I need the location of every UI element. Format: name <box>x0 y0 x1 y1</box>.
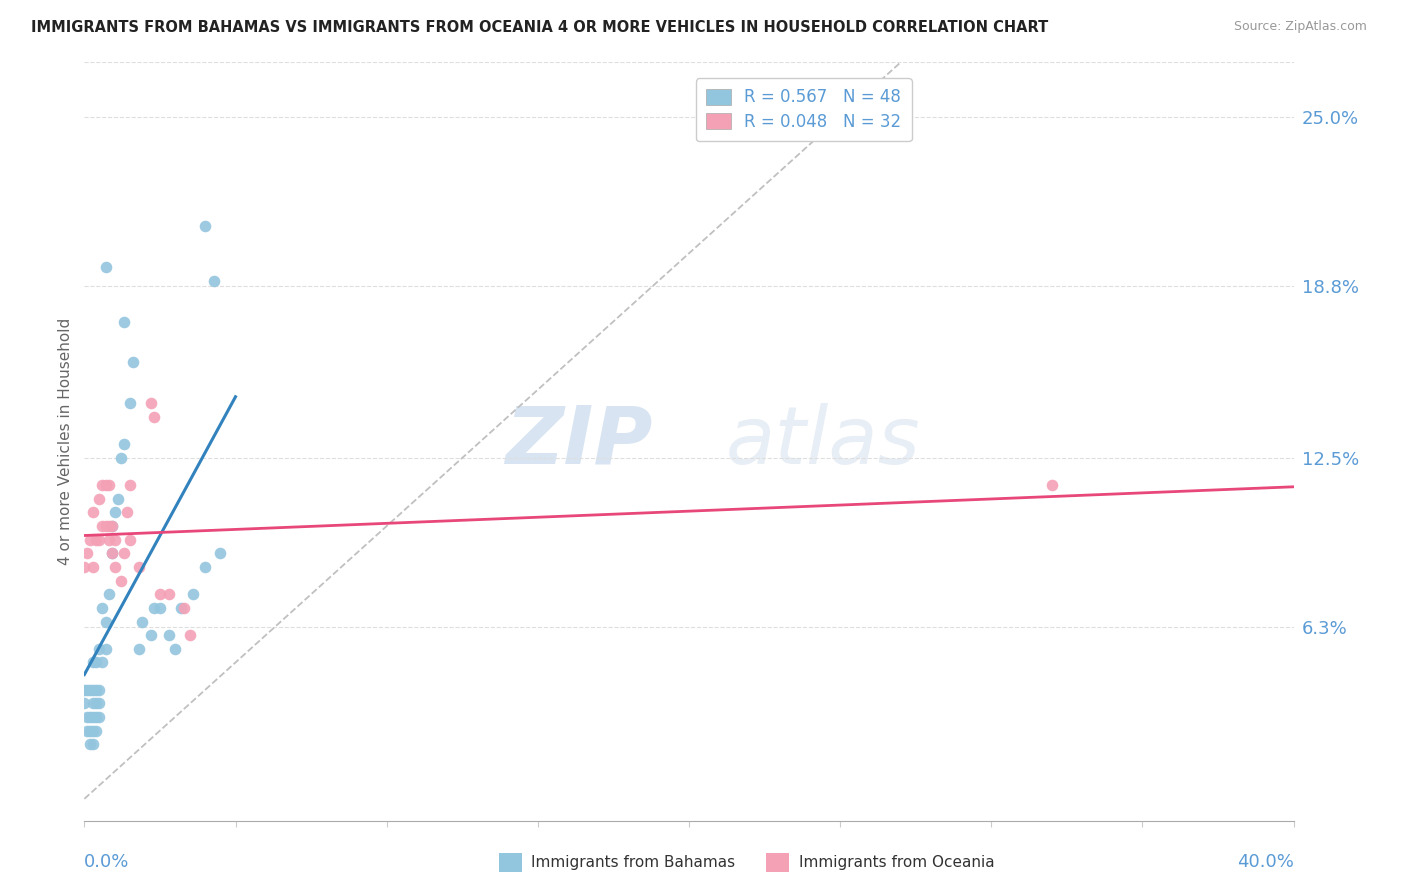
Point <box>91 519 114 533</box>
Point <box>157 587 180 601</box>
Point <box>79 710 101 724</box>
Point <box>112 546 135 560</box>
Point <box>165 641 187 656</box>
Text: atlas: atlas <box>725 402 920 481</box>
Point <box>100 519 122 533</box>
Point <box>181 587 204 601</box>
Point <box>86 656 108 670</box>
Point <box>118 533 141 547</box>
Point <box>86 682 108 697</box>
Point <box>91 478 114 492</box>
Point <box>82 560 104 574</box>
Point <box>118 478 141 492</box>
Point <box>97 519 120 533</box>
Text: Immigrants from Oceania: Immigrants from Oceania <box>799 855 994 870</box>
Point <box>76 723 98 738</box>
Point <box>79 723 101 738</box>
Point <box>94 260 117 274</box>
Text: Source: ZipAtlas.com: Source: ZipAtlas.com <box>1233 20 1367 33</box>
Legend: R = 0.567   N = 48, R = 0.048   N = 32: R = 0.567 N = 48, R = 0.048 N = 32 <box>696 78 911 141</box>
Point <box>112 314 135 328</box>
Point <box>89 682 111 697</box>
Point <box>104 533 127 547</box>
Point <box>104 505 127 519</box>
Point <box>89 710 111 724</box>
Point <box>76 710 98 724</box>
Point <box>79 737 101 751</box>
Point <box>89 697 111 711</box>
Point <box>82 505 104 519</box>
Point <box>76 682 98 697</box>
Point <box>173 601 195 615</box>
Point <box>86 710 108 724</box>
Point <box>94 519 117 533</box>
Point <box>121 355 143 369</box>
Text: Immigrants from Bahamas: Immigrants from Bahamas <box>531 855 735 870</box>
Text: 40.0%: 40.0% <box>1237 854 1294 871</box>
Point <box>79 682 101 697</box>
Point <box>82 710 104 724</box>
Point <box>97 587 120 601</box>
Point <box>142 409 165 424</box>
Point <box>73 697 96 711</box>
Point <box>82 697 104 711</box>
Point <box>89 533 111 547</box>
Point <box>110 574 132 588</box>
Point <box>142 601 165 615</box>
Point <box>86 723 108 738</box>
Point <box>179 628 201 642</box>
Point <box>139 396 162 410</box>
Point <box>115 505 138 519</box>
Point <box>100 546 122 560</box>
Point <box>73 560 96 574</box>
Point <box>82 737 104 751</box>
Point <box>194 560 217 574</box>
Point <box>82 656 104 670</box>
Point <box>149 587 172 601</box>
Point <box>86 533 108 547</box>
Point <box>149 601 172 615</box>
Text: 0.0%: 0.0% <box>84 854 129 871</box>
Point <box>76 546 98 560</box>
Point <box>128 560 150 574</box>
Point <box>202 274 225 288</box>
Point <box>170 601 193 615</box>
Point <box>157 628 180 642</box>
Point <box>82 682 104 697</box>
Point <box>97 533 120 547</box>
Point <box>89 491 111 506</box>
Point <box>94 478 117 492</box>
Point <box>128 641 150 656</box>
Point <box>86 697 108 711</box>
Point <box>104 560 127 574</box>
Point <box>73 682 96 697</box>
Point <box>97 478 120 492</box>
Point <box>139 628 162 642</box>
Point <box>100 519 122 533</box>
Point <box>107 491 129 506</box>
Point <box>112 437 135 451</box>
Point <box>82 723 104 738</box>
Point <box>209 546 232 560</box>
Point <box>1040 478 1063 492</box>
Point <box>110 450 132 465</box>
Point <box>91 656 114 670</box>
Point <box>100 546 122 560</box>
Y-axis label: 4 or more Vehicles in Household: 4 or more Vehicles in Household <box>58 318 73 566</box>
Point <box>94 615 117 629</box>
Point <box>91 601 114 615</box>
Point <box>89 641 111 656</box>
Text: IMMIGRANTS FROM BAHAMAS VS IMMIGRANTS FROM OCEANIA 4 OR MORE VEHICLES IN HOUSEHO: IMMIGRANTS FROM BAHAMAS VS IMMIGRANTS FR… <box>31 20 1049 35</box>
Point <box>131 615 153 629</box>
Point <box>79 533 101 547</box>
Point <box>118 396 141 410</box>
Point <box>194 219 217 233</box>
Point <box>94 641 117 656</box>
Text: ZIP: ZIP <box>505 402 652 481</box>
